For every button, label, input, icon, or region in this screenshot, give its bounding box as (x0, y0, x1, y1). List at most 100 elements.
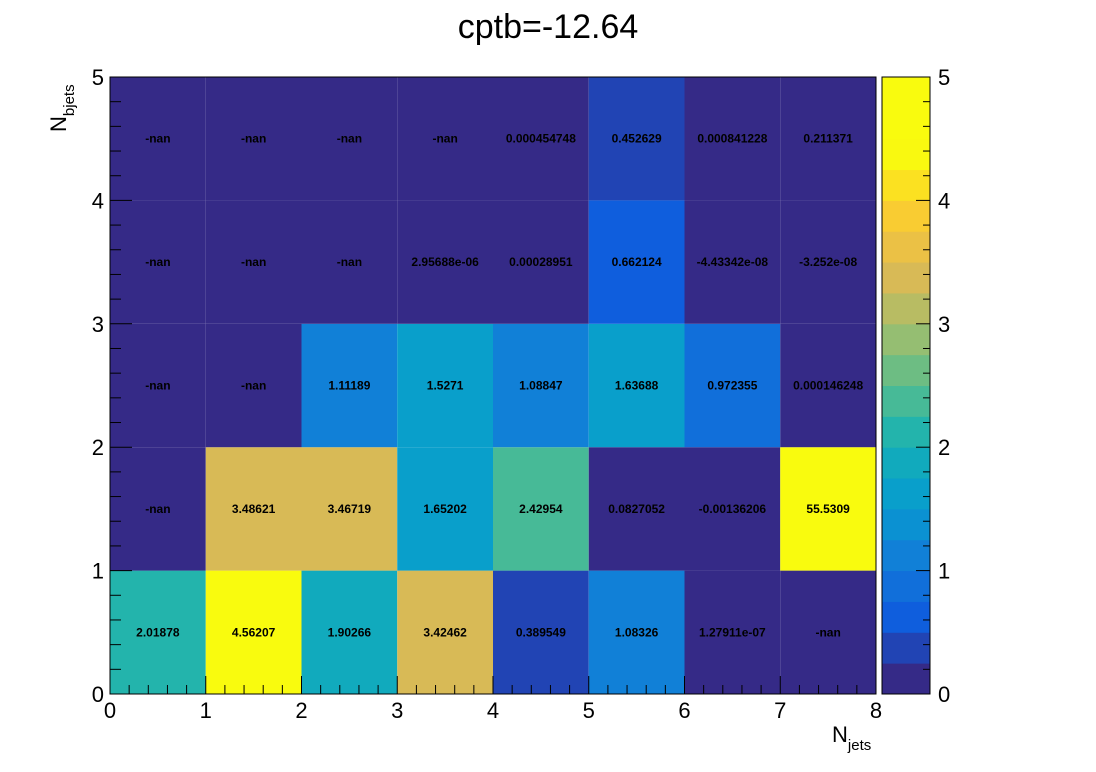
colorbar-band (882, 632, 930, 664)
cell-value-label: -nan (337, 132, 362, 146)
cell-value-label: -nan (432, 132, 457, 146)
colorbar-band (882, 508, 930, 541)
heatmap-cell (493, 200, 589, 324)
heatmap-cell (493, 77, 589, 201)
colorbar-band (882, 539, 930, 572)
cell-value-label: -nan (145, 132, 170, 146)
cell-value-label: 1.90266 (328, 625, 372, 639)
heatmap-cell (684, 323, 781, 448)
colorbar-band (882, 138, 930, 171)
colorbar-band (882, 385, 930, 417)
y-tick-label: 4 (92, 188, 104, 213)
heatmap-cell (110, 77, 206, 201)
cell-value-label: 0.00028951 (509, 255, 573, 269)
axis-titles: Njets Nbjets (46, 84, 871, 754)
colorbar-band (882, 570, 930, 602)
heatmap-cell-labels: 2.01878 4.56207 1.90266 3.42462 0.389549 1.08… (136, 132, 863, 640)
cell-value-label: 2.95688e-06 (411, 255, 479, 269)
cell-value-label: 0.211371 (803, 132, 853, 146)
colorbar-tick-label: 2 (938, 435, 950, 460)
heatmap-cell (110, 570, 206, 694)
heatmap-cell (397, 200, 493, 324)
cell-value-label: 3.48621 (232, 502, 276, 516)
heatmap-cell (588, 77, 685, 201)
cell-value-label: 1.08847 (519, 379, 563, 393)
colorbar-tick-label: 0 (938, 682, 950, 707)
y-tick-label: 1 (92, 559, 104, 584)
x-tick-label: 5 (583, 698, 595, 723)
heatmap-cell (588, 200, 685, 324)
heatmap-cell (205, 77, 302, 201)
heatmap-cell (301, 447, 398, 571)
cell-value-label: 1.08326 (615, 625, 659, 639)
colorbar-band (882, 663, 930, 695)
cell-value-label: 4.56207 (232, 625, 276, 639)
cell-value-label: -nan (815, 625, 840, 639)
y-axis-title-sub: bjets (61, 84, 78, 116)
colorbar-band (882, 447, 930, 479)
x-tick-label: 4 (487, 698, 499, 723)
colorbar-band (882, 169, 930, 201)
cell-value-label: 3.46719 (328, 502, 372, 516)
cell-value-label: 0.000146248 (793, 379, 863, 393)
heatmap-cell (301, 200, 398, 324)
heatmap-cell (110, 323, 206, 448)
x-axis-title-main: N (832, 722, 848, 747)
colorbar-band (882, 478, 930, 510)
cell-value-label: 2.42954 (519, 502, 563, 516)
cell-value-label: -nan (145, 255, 170, 269)
cell-value-label: 1.27911e-07 (699, 625, 766, 639)
heatmap-cell (493, 323, 589, 448)
cell-value-label: 3.42462 (423, 625, 467, 639)
heatmap-cell (301, 77, 398, 201)
heatmap-cell (493, 447, 589, 571)
chart-title: cptb=-12.64 (458, 8, 639, 46)
cell-value-label: -nan (145, 379, 170, 393)
heatmap-cell (684, 200, 781, 324)
heatmap-cell (397, 77, 493, 201)
cell-value-label: 2.01878 (136, 625, 180, 639)
plot-axes: 0 1 2 3 4 5 6 7 8 0 1 2 3 4 5 (92, 65, 882, 723)
cell-value-label: 0.000841228 (697, 132, 767, 146)
colorbar-tick-label: 4 (938, 188, 950, 213)
cell-value-label: -0.00136206 (699, 502, 767, 516)
heatmap-cell (588, 447, 685, 571)
heatmap-cell (780, 200, 876, 324)
heatmap-cell (588, 323, 685, 448)
heatmap-cell (780, 570, 876, 694)
heatmap-cell (684, 77, 781, 201)
y-axis-title: Nbjets (46, 84, 78, 132)
heatmap-cell (110, 200, 206, 324)
heatmap-cell (684, 447, 781, 571)
heatmap-cell (301, 323, 398, 448)
colorbar-tick-label: 5 (938, 65, 950, 90)
y-tick-label: 5 (92, 65, 104, 90)
colorbar-frame (881, 76, 931, 695)
cell-value-label: -nan (241, 255, 266, 269)
cell-value-label: -nan (241, 379, 266, 393)
x-tick-label: 0 (104, 698, 116, 723)
heatmap-cell (780, 447, 876, 571)
colorbar-band (882, 231, 930, 263)
heatmap-cell (493, 570, 589, 694)
y-tick-label: 3 (92, 312, 104, 337)
colorbar-band (882, 262, 930, 294)
cell-value-label: 0.389549 (516, 625, 566, 639)
heatmap-cell (205, 570, 302, 694)
x-tick-label: 7 (774, 698, 786, 723)
heatmap-cell (397, 447, 493, 571)
cell-value-label: -4.43342e-08 (697, 255, 769, 269)
cell-value-label: -3.252e-08 (799, 255, 857, 269)
y-tick-label: 0 (92, 682, 104, 707)
x-axis-title-sub: jets (847, 737, 871, 754)
colorbar: 0 1 2 3 4 5 (881, 65, 950, 707)
colorbar-tick-label: 3 (938, 312, 950, 337)
colorbar-band (882, 601, 930, 633)
colorbar-band (882, 200, 930, 232)
colorbar-band (882, 77, 930, 109)
heatmap-cell (205, 447, 302, 571)
x-tick-label: 2 (295, 698, 307, 723)
x-tick-label: 3 (391, 698, 403, 723)
heatmap-cell (301, 570, 398, 694)
